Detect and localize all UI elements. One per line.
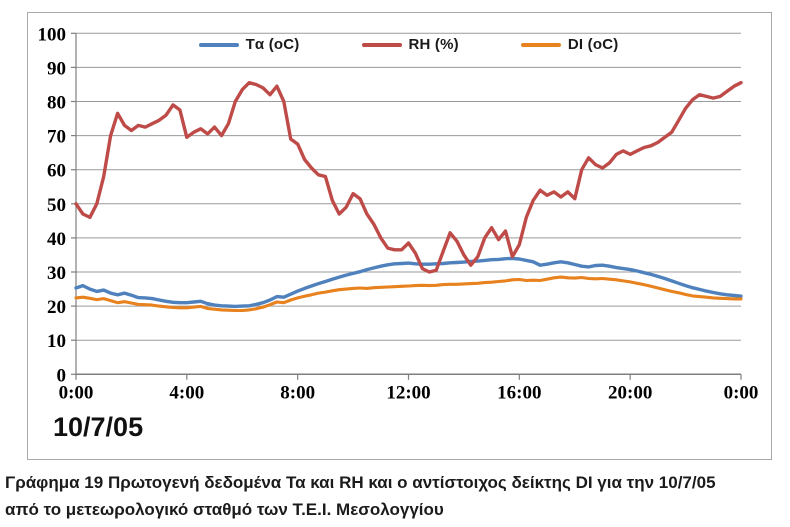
x-tick-label: 20:00 — [608, 382, 652, 403]
series-line-tα — [74, 256, 743, 309]
chart-svg: 0 10 20 30 40 50 60 70 80 90 100 0:00 4:00 8:00 12:00 1… — [38, 24, 759, 403]
caption-line-2: από το μετεωρολογικό σταθμό των Τ.Ε.Ι. Μ… — [5, 500, 444, 520]
caption-line-1: Γράφημα 19 Πρωτογενή δεδομένα Τα και RH … — [5, 473, 716, 492]
y-tick-label: 50 — [47, 195, 66, 216]
figure-caption: Γράφημα 19 Πρωτογενή δεδομένα Τα και RH … — [5, 469, 785, 523]
x-tick-label: 4:00 — [169, 382, 204, 403]
chart-area-frame — [27, 12, 772, 460]
series-line-rh — [74, 80, 743, 274]
series-line-di — [74, 275, 743, 313]
y-tick-label: 90 — [47, 58, 66, 79]
y-tick-label: 100 — [38, 24, 67, 45]
y-tick-label: 20 — [47, 297, 66, 318]
y-tick-label: 60 — [47, 161, 66, 182]
x-tick-label: 0:00 — [724, 382, 759, 403]
y-tick-label: 30 — [47, 263, 66, 284]
y-tick-label: 40 — [47, 229, 66, 250]
x-tick-label: 12:00 — [386, 382, 430, 403]
y-tick-label: 0 — [57, 365, 67, 386]
y-tick-label: 70 — [47, 127, 66, 148]
x-tick-label: 0:00 — [59, 382, 94, 403]
x-tick-label: 16:00 — [497, 382, 541, 403]
y-tick-label: 80 — [47, 93, 66, 114]
y-tick-label: 10 — [47, 331, 66, 352]
date-label: 10/7/05 — [53, 412, 144, 442]
x-tick-label: 8:00 — [280, 382, 315, 403]
